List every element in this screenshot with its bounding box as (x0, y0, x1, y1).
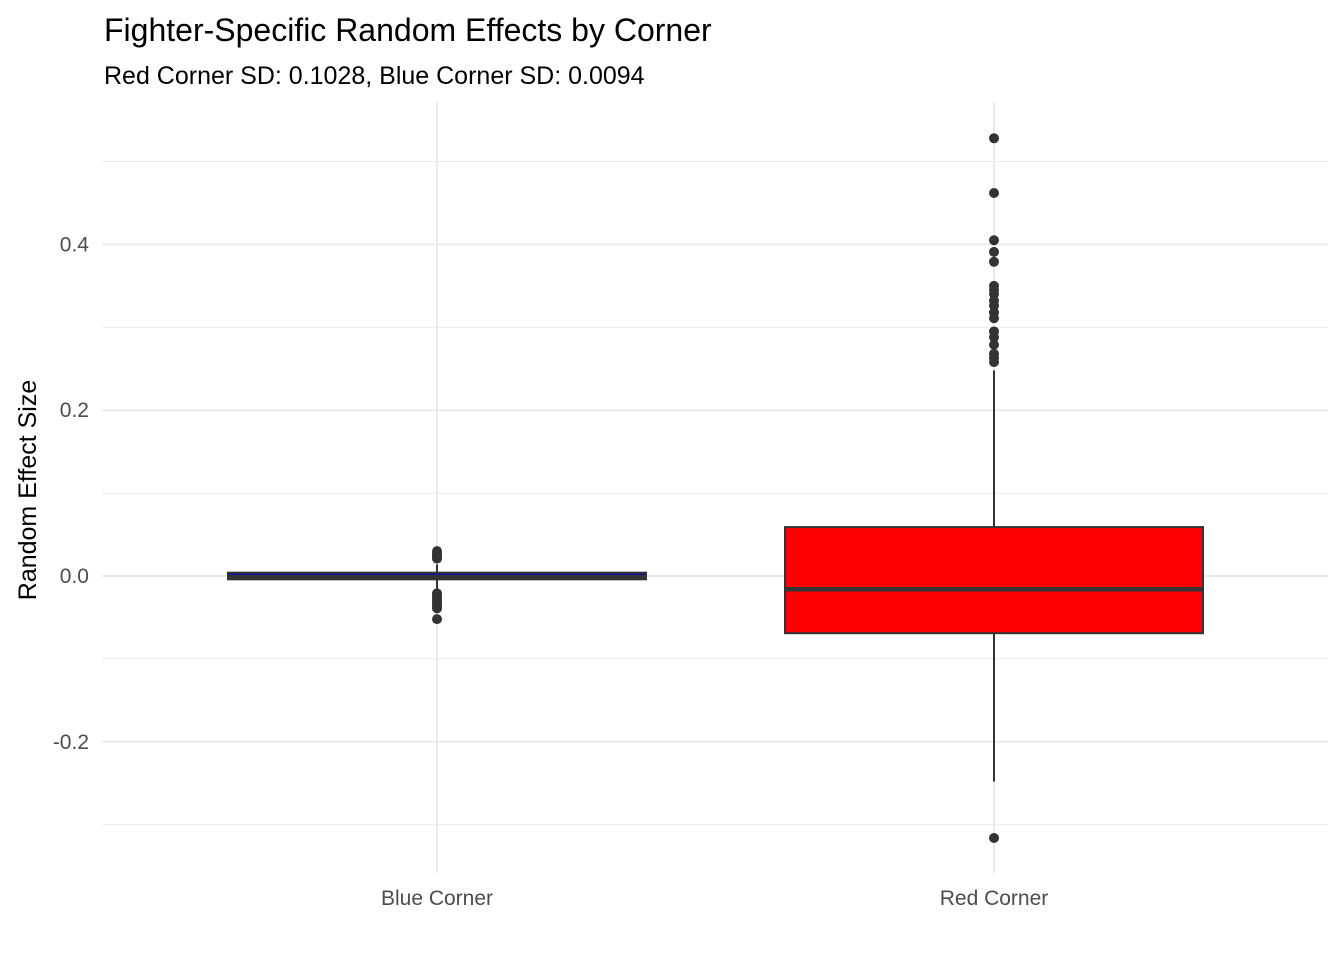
y-tick-label: 0.2 (60, 399, 89, 422)
box-red-corner (784, 133, 1204, 843)
outlier-point (989, 332, 999, 343)
outlier-point (989, 133, 999, 144)
y-tick-label: 0.4 (60, 233, 90, 256)
outlier-point (989, 313, 999, 324)
outlier-point (989, 246, 999, 257)
outlier-point (989, 256, 999, 267)
outlier-point (989, 235, 999, 246)
x-axis-ticks: Blue Corner Red Corner (381, 887, 1048, 910)
outlier-point (432, 614, 442, 625)
grid (102, 102, 1328, 873)
y-axis-ticks: -0.2 0.0 0.2 0.4 (53, 233, 89, 753)
box-body (784, 526, 1204, 635)
y-axis-label: Random Effect Size (14, 380, 42, 600)
x-tick-label: Blue Corner (381, 887, 493, 910)
boxes (227, 133, 1204, 843)
y-tick-label: 0.0 (60, 565, 89, 588)
outlier-point (989, 339, 999, 350)
x-tick-label: Red Corner (940, 887, 1049, 910)
chart-title: Fighter-Specific Random Effects by Corne… (104, 12, 712, 48)
outlier-point (432, 553, 442, 564)
outlier-point (989, 188, 999, 199)
outlier-point (432, 603, 442, 614)
chart-subtitle: Red Corner SD: 0.1028, Blue Corner SD: 0… (104, 62, 645, 90)
outlier-point (989, 832, 999, 843)
y-tick-label: -0.2 (53, 731, 89, 754)
outlier-point (989, 357, 999, 368)
box-blue-corner (227, 546, 647, 625)
